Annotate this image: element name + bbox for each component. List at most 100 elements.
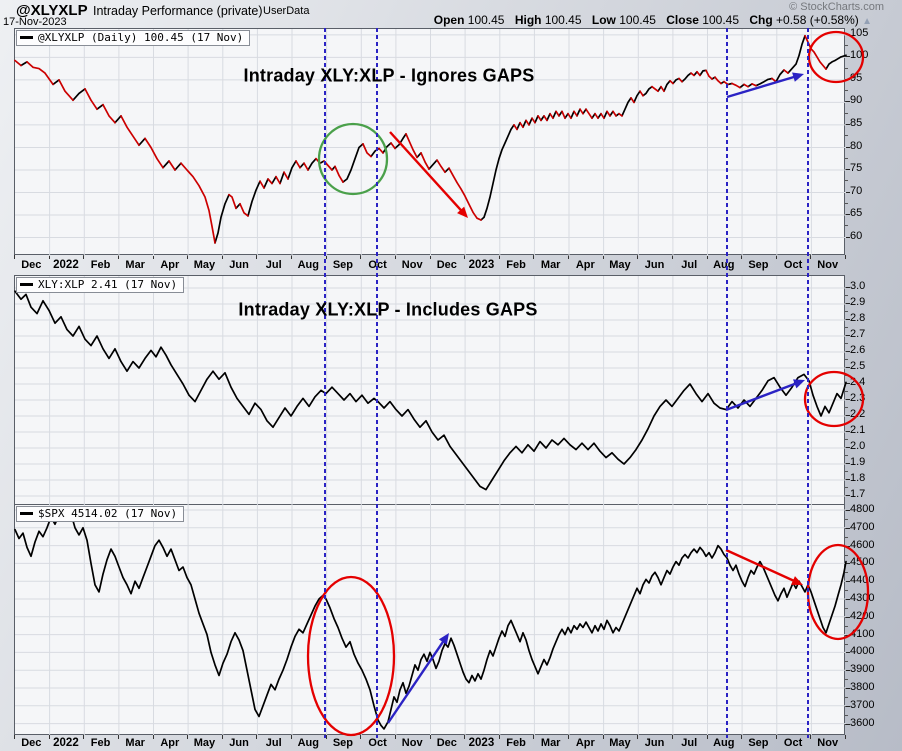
month-tick [775,255,777,259]
month-label: Dec [436,259,457,271]
chart-symbol: @XLYXLP [16,2,88,19]
panel-1-annotation-title: Intraday XLY:XLP - Ignores GAPS [243,65,535,86]
legend-line-swatch [20,282,33,286]
y-tick-mark [845,705,850,707]
month-label: Nov [817,259,839,271]
annotation-arrow-head [457,206,468,218]
y-minor-tick-mark [845,554,848,556]
y-tick-label: 4000 [850,645,875,658]
y-tick-label: 2.6 [850,344,866,356]
y-tick-mark [845,616,850,618]
month-label: Feb [506,259,526,271]
month-tick [117,255,119,259]
y-tick-mark [845,399,850,400]
month-tick [187,255,189,259]
y-minor-tick-mark [845,135,848,137]
y-tick-mark [845,563,850,565]
month-tick [671,255,673,259]
y-tick-label: 2.9 [850,296,866,308]
month-label: Jul [681,737,698,749]
open-value: 100.45 [467,13,505,27]
y-tick-mark [845,670,850,672]
y-tick-label: 3900 [850,663,875,676]
up-triangle-icon: ▲ [862,16,872,27]
y-tick-label: 2.5 [850,360,866,372]
panel-3-legend: $SPX 4514.02 (17 Nov) [16,506,185,522]
annotation-ellipse [807,30,865,84]
y-tick-label: 4400 [850,574,875,587]
month-tick [221,735,223,739]
y-tick-label: 65 [850,207,863,219]
month-tick [637,255,639,259]
month-label: Oct [783,737,803,749]
y-tick-label: 100 [850,49,869,62]
month-tick [498,735,500,739]
annotation-arrow-head [438,633,449,645]
month-label: 2023 [468,737,495,749]
month-tick [291,255,292,259]
annotation-arrow-head [790,576,803,585]
month-label: Aug [713,737,735,749]
y-tick-mark [845,463,850,464]
y-tick-label: 1.9 [850,456,866,468]
month-tick [810,255,812,259]
legend-line-swatch [20,35,33,39]
y-tick-mark [845,351,850,352]
x-axis-months-top: Dec 2022 Feb Mar Apr May Jun Jul Aug Sep Oct Nov Dec… [0,255,902,275]
month-label: 2022 [53,259,79,271]
month-label: May [193,737,216,749]
annotation-arrow-shaft [389,131,465,214]
y-tick-label: 3600 [850,716,875,729]
annotation-ellipse [306,575,396,737]
month-tick [325,735,327,739]
annotation-arrow-shaft [387,637,447,724]
month-tick [152,255,154,259]
annotation-arrow-head [792,72,804,82]
month-label: Mar [540,259,561,271]
annotation-arrow-head [793,379,805,389]
panel-xlyxlp-ratio: XLY:XLP 2.41 (17 Nov) [14,275,865,506]
month-label: May [193,259,216,271]
month-tick [48,255,50,259]
month-label: Dec [21,259,42,271]
copyright: © StockCharts.com [789,1,884,13]
month-tick [256,255,258,259]
y-tick-label: 4200 [850,609,875,622]
month-tick [48,735,50,739]
x-axis-months-bottom: Dec 2022 Feb Mar Apr May Jun Jul Aug Sep Oct Nov Dec… [0,735,902,751]
legend-line-swatch [20,511,33,515]
chg-value: +0.58 (+0.58%) [776,13,859,27]
month-label: Sep [748,737,769,749]
month-tick [325,255,327,259]
y-minor-tick-mark [845,343,848,344]
month-tick [602,735,604,739]
month-tick [845,735,846,739]
high-label: High [514,13,542,27]
y-tick-mark [845,169,850,170]
month-label: Apr [575,259,595,271]
month-tick [464,255,466,259]
panel-3-plot [14,505,870,737]
month-tick [360,735,362,739]
annotation-ellipse [317,122,389,196]
month-tick [117,735,119,739]
y-minor-tick-mark [845,536,848,538]
month-label: Aug [713,259,735,271]
month-tick [775,735,777,739]
month-tick [741,735,743,739]
y-tick-label: 95 [850,71,863,84]
month-label: 2023 [468,259,495,271]
y-minor-tick-mark [845,295,848,296]
month-label: Oct [783,259,803,271]
annotation-arrow-shaft [726,74,799,99]
y-minor-tick-mark [845,607,848,609]
y-tick-mark [845,335,850,336]
y-tick-mark [845,723,850,725]
month-label: Jul [681,259,698,271]
y-tick-mark [845,214,850,215]
y-minor-tick-mark [845,407,848,408]
y-minor-tick-mark [845,157,848,159]
month-tick [533,255,535,259]
